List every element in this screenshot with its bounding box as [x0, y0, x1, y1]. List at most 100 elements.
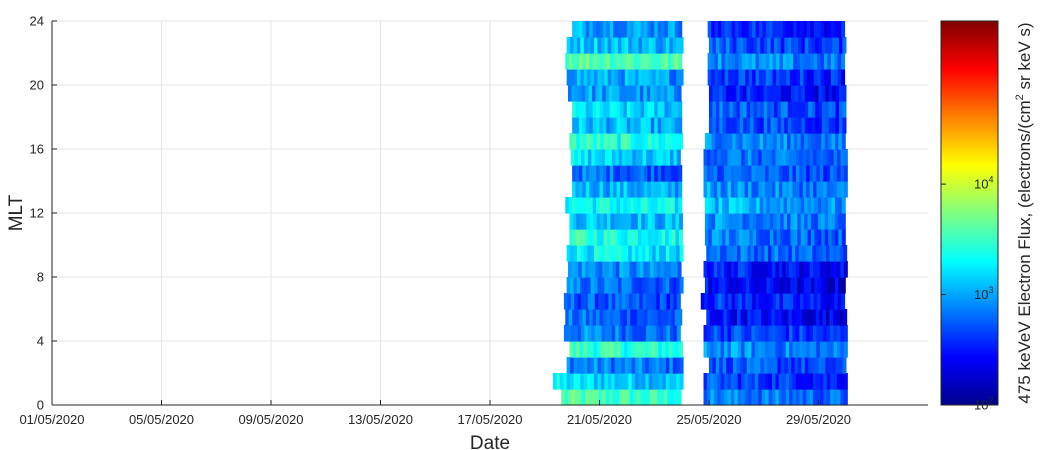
- heatmap-cell: [836, 309, 841, 326]
- heatmap-cell: [607, 373, 612, 390]
- heatmap-cell: [667, 389, 672, 406]
- heatmap-cell: [592, 165, 597, 182]
- heatmap-cell: [623, 53, 628, 70]
- heatmap-cell: [730, 373, 735, 390]
- heatmap-cell: [787, 229, 792, 246]
- heatmap-cell: [750, 37, 755, 54]
- heatmap-cell: [635, 373, 640, 390]
- heatmap-cell: [829, 309, 834, 326]
- heatmap-cell: [727, 165, 732, 182]
- heatmap-cell: [794, 101, 799, 118]
- heatmap-cell: [620, 133, 625, 150]
- heatmap-cell: [678, 133, 683, 150]
- heatmap-cell: [834, 69, 839, 86]
- heatmap-cell: [667, 101, 672, 118]
- colorbar-title: 475 keVeV Electron Flux, (electrons/(cm2…: [1014, 22, 1034, 403]
- heatmap-cell: [819, 325, 824, 342]
- heatmap-cell: [575, 197, 580, 214]
- heatmap-cell: [711, 277, 716, 294]
- heatmap-cell: [710, 389, 715, 406]
- heatmap-cell: [755, 69, 760, 86]
- heatmap-cell: [659, 277, 664, 294]
- heatmap-cell: [751, 181, 756, 198]
- heatmap-cell: [572, 133, 577, 150]
- heatmap-cell: [738, 69, 743, 86]
- heatmap-cell: [648, 245, 653, 262]
- heatmap-cell: [839, 309, 844, 326]
- heatmap-cell: [764, 245, 769, 262]
- heatmap-cell: [813, 293, 818, 310]
- heatmap-cell: [615, 389, 620, 406]
- heatmap-cell: [830, 261, 835, 278]
- heatmap-cell: [816, 261, 821, 278]
- heatmap-cell: [741, 261, 746, 278]
- heatmap-cell: [720, 373, 725, 390]
- heatmap-cell: [678, 117, 683, 134]
- heatmap-cell: [577, 149, 582, 166]
- heatmap-cell: [806, 293, 811, 310]
- heatmap-cell: [736, 37, 741, 54]
- heatmap-cell: [581, 149, 586, 166]
- heatmap-cell: [760, 85, 765, 102]
- heatmap-cell: [715, 197, 720, 214]
- heatmap-cell: [666, 325, 671, 342]
- heatmap-cell: [662, 245, 667, 262]
- heatmap-cell: [837, 21, 842, 38]
- heatmap-cell: [717, 373, 722, 390]
- heatmap-cell: [594, 293, 599, 310]
- heatmap-cell: [620, 197, 625, 214]
- colorbar-tick-label: 102: [974, 396, 993, 413]
- heatmap-cell: [727, 389, 732, 406]
- heatmap-cell: [737, 373, 742, 390]
- heatmap-cell: [621, 357, 626, 374]
- heatmap-cell: [624, 69, 629, 86]
- heatmap-cell: [656, 85, 662, 102]
- heatmap-cell: [763, 213, 768, 230]
- heatmap-cell: [739, 197, 744, 214]
- heatmap-cell: [586, 229, 591, 246]
- heatmap-cell: [631, 69, 636, 86]
- heatmap-cell: [663, 293, 668, 310]
- heatmap-cell: [600, 341, 605, 358]
- y-tick-label: 20: [30, 78, 44, 93]
- heatmap-cell: [659, 245, 664, 262]
- heatmap-cell: [745, 197, 750, 214]
- heatmap-cell: [771, 245, 776, 262]
- heatmap-cell: [643, 181, 648, 198]
- heatmap-cell: [632, 149, 637, 166]
- heatmap-cell: [779, 21, 784, 38]
- heatmap-cell: [745, 53, 750, 70]
- heatmap-cell: [703, 341, 708, 358]
- heatmap-cell: [748, 53, 753, 70]
- heatmap-cell: [676, 357, 681, 374]
- heatmap-cell: [730, 165, 735, 182]
- heatmap-cell: [718, 277, 723, 294]
- heatmap-cell: [624, 373, 629, 390]
- heatmap-cell: [616, 181, 621, 198]
- heatmap-cell: [800, 277, 805, 294]
- heatmap-cell: [574, 389, 579, 406]
- heatmap-cell: [723, 245, 728, 262]
- heatmap-cell: [582, 181, 587, 198]
- heatmap-cell: [755, 53, 760, 70]
- heatmap-cell: [771, 165, 776, 182]
- heatmap-cell: [634, 133, 639, 150]
- heatmap-cell: [809, 261, 814, 278]
- heatmap-cell: [704, 133, 709, 150]
- heatmap-cell: [623, 21, 628, 38]
- heatmap-cell: [830, 373, 835, 390]
- heatmap-cell: [736, 101, 741, 118]
- heatmap-cell: [584, 293, 589, 310]
- heatmap-cell: [741, 293, 746, 310]
- heatmap-cell: [707, 69, 712, 86]
- heatmap-cell: [598, 149, 603, 166]
- heatmap-cell: [777, 101, 782, 118]
- heatmap-cell: [672, 213, 677, 230]
- heatmap-cell: [578, 197, 583, 214]
- heatmap-cell: [637, 341, 642, 358]
- heatmap-cell: [635, 293, 640, 310]
- heatmap-cell: [676, 37, 681, 54]
- heatmap-cell: [839, 37, 844, 54]
- heatmap-cell: [712, 117, 717, 134]
- heatmap-cell: [665, 245, 670, 262]
